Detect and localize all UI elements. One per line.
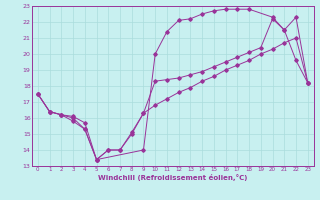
X-axis label: Windchill (Refroidissement éolien,°C): Windchill (Refroidissement éolien,°C) [98,174,247,181]
